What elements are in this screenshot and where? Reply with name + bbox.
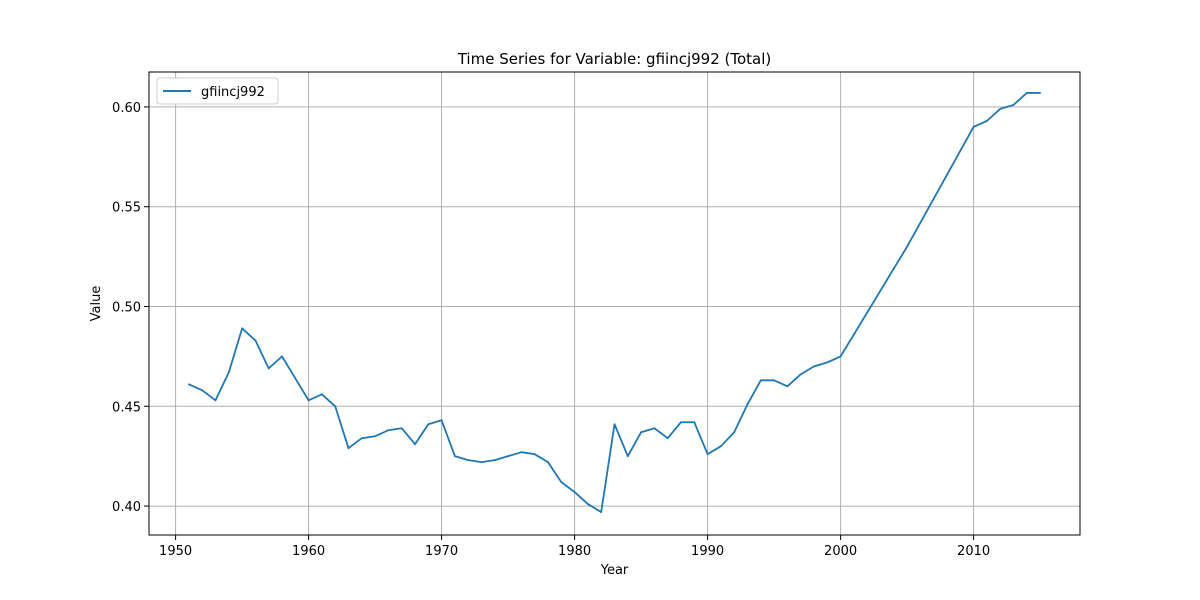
- data-point: [720, 445, 722, 448]
- data-point: [879, 289, 882, 292]
- data-point: [281, 355, 283, 358]
- x-tick-label: 2000: [824, 544, 857, 559]
- data-point: [507, 455, 509, 458]
- data-point: [573, 491, 576, 493]
- y-tick-label: 0.45: [112, 400, 141, 415]
- data-point: [374, 435, 376, 438]
- plot-frame: [148, 71, 1081, 536]
- data-point: [826, 361, 829, 364]
- data-point: [400, 427, 403, 430]
- data-point: [493, 459, 496, 462]
- data-point: [427, 423, 430, 426]
- data-point: [733, 431, 736, 434]
- data-point: [946, 173, 948, 176]
- data-point: [600, 511, 603, 513]
- data-point: [414, 443, 416, 446]
- data-point: [839, 355, 842, 358]
- x-tick-label: 1950: [159, 544, 192, 559]
- data-point: [972, 125, 975, 128]
- data-point: [214, 399, 217, 402]
- data-point: [520, 451, 523, 454]
- data-point: [693, 421, 696, 424]
- data-point: [666, 437, 669, 440]
- legend-label: gfiincj992: [201, 85, 265, 100]
- data-point: [1039, 92, 1041, 94]
- data-point: [613, 423, 616, 426]
- data-point: [640, 431, 642, 434]
- data-point: [294, 377, 297, 380]
- data-point: [959, 149, 962, 152]
- data-point: [1025, 92, 1028, 94]
- legend-box: [156, 77, 279, 105]
- series-layer: [188, 92, 1041, 513]
- data-point: [919, 221, 922, 224]
- data-point: [321, 393, 323, 396]
- data-point: [773, 379, 775, 382]
- data-point: [307, 399, 310, 402]
- chart-title: Time Series for Variable: gfiincj992 (To…: [457, 50, 772, 68]
- legend: gfiincj992: [156, 77, 279, 105]
- data-point: [188, 383, 190, 386]
- data-point: [267, 367, 270, 370]
- data-point: [853, 333, 855, 336]
- x-axis-label: Year: [600, 563, 629, 578]
- data-point: [227, 371, 230, 374]
- data-point: [440, 419, 443, 422]
- data-point: [201, 389, 204, 392]
- y-tick-label: 0.60: [112, 101, 141, 116]
- data-point: [360, 437, 363, 440]
- y-tick-label: 0.50: [112, 300, 141, 315]
- x-tick-label: 1970: [425, 544, 458, 559]
- data-point: [334, 405, 337, 408]
- data-point: [706, 453, 709, 456]
- grid-lines: [149, 72, 1080, 535]
- series-line-gfiincj992: [188, 92, 1041, 513]
- data-point: [241, 327, 244, 330]
- data-point: [786, 385, 789, 388]
- data-point: [932, 197, 935, 200]
- data-point: [560, 481, 563, 484]
- x-tick-label: 2010: [957, 544, 990, 559]
- y-tick-label: 0.40: [112, 500, 141, 515]
- data-point: [680, 421, 682, 424]
- data-point: [906, 245, 908, 248]
- data-point: [746, 403, 749, 406]
- data-point: [759, 379, 762, 382]
- x-tick-label: 1990: [691, 544, 724, 559]
- data-point: [626, 455, 629, 458]
- data-point: [653, 427, 656, 430]
- data-point: [347, 447, 350, 450]
- data-point: [547, 461, 549, 464]
- data-point: [587, 503, 589, 505]
- data-point: [999, 108, 1002, 110]
- y-axis-label: Value: [89, 286, 104, 322]
- x-tick-label: 1980: [558, 544, 591, 559]
- data-point: [986, 119, 988, 122]
- data-point: [866, 311, 869, 314]
- data-point: [454, 455, 456, 458]
- data-point: [254, 339, 257, 342]
- y-tick-label: 0.55: [112, 201, 141, 216]
- data-point: [533, 453, 536, 456]
- x-tick-label: 1960: [292, 544, 325, 559]
- tick-layer: 1950 1960 1970 1980 1990 2000 2010 0.40 0.45 0.50…: [112, 101, 990, 559]
- data-point: [799, 373, 802, 376]
- data-point: [480, 461, 483, 464]
- data-point: [387, 429, 390, 432]
- data-point: [1012, 104, 1015, 106]
- data-point: [813, 365, 815, 368]
- data-point: [892, 267, 895, 270]
- data-point: [467, 459, 470, 462]
